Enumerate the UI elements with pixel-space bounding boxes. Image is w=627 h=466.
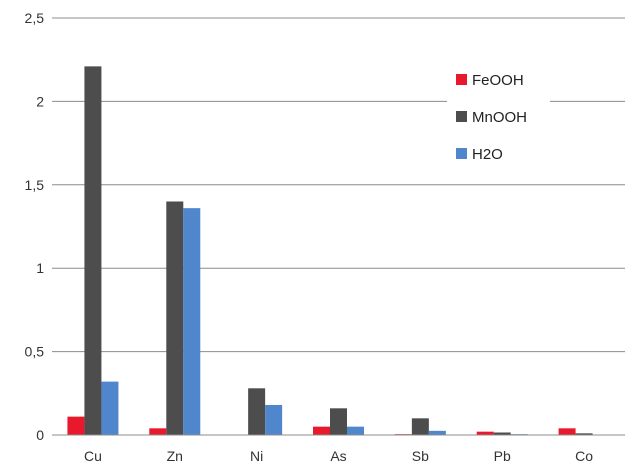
x-axis-ticks: Cu Zn Ni As Sb Pb Co [84, 448, 593, 464]
bar-mnooh-pb [493, 432, 511, 435]
bar-feooh-as [313, 426, 330, 435]
bar-h2o-cu [101, 381, 119, 435]
bar-feooh-pb [476, 431, 494, 435]
bar-h2o-ni [265, 404, 283, 435]
legend-label-feooh: FeOOH [472, 72, 524, 89]
bar-feooh-co [558, 428, 576, 435]
bar-mnooh-ni [248, 388, 266, 435]
x-tick-label: As [330, 448, 346, 464]
legend-swatch-feooh [456, 74, 467, 85]
bar-h2o-zn [183, 208, 201, 435]
bar-mnooh-as [330, 408, 347, 435]
y-tick-label: 2 [36, 93, 44, 109]
bar-feooh-zn [149, 428, 167, 435]
bar-mnooh-zn [166, 201, 184, 435]
y-tick-label: 2,5 [25, 10, 45, 26]
bar-mnooh-cu [84, 66, 102, 435]
x-tick-label: Sb [412, 448, 429, 464]
y-axis-ticks: 0 0,5 1 1,5 2 2,5 [25, 10, 45, 443]
y-tick-label: 0 [36, 427, 44, 443]
x-tick-label: Cu [84, 448, 102, 464]
bar-h2o-sb [428, 430, 446, 435]
x-tick-label: Ni [250, 448, 263, 464]
x-tick-label: Zn [167, 448, 183, 464]
bar-feooh-cu [67, 416, 85, 435]
legend-label-mnooh: MnOOH [472, 109, 527, 126]
y-tick-label: 1 [36, 260, 44, 276]
bar-mnooh-sb [411, 418, 429, 435]
y-tick-label: 0,5 [25, 344, 45, 360]
legend: FeOOH MnOOH H2O [447, 62, 550, 180]
x-tick-label: Pb [494, 448, 511, 464]
legend-swatch-h2o [456, 148, 467, 159]
bar-h2o-as [347, 426, 364, 435]
legend-swatch-mnooh [456, 111, 467, 122]
x-tick-label: Co [575, 448, 593, 464]
legend-label-h2o: H2O [472, 146, 503, 163]
y-tick-label: 1,5 [25, 177, 45, 193]
bar-mnooh-co [575, 433, 593, 435]
bars [67, 66, 593, 435]
